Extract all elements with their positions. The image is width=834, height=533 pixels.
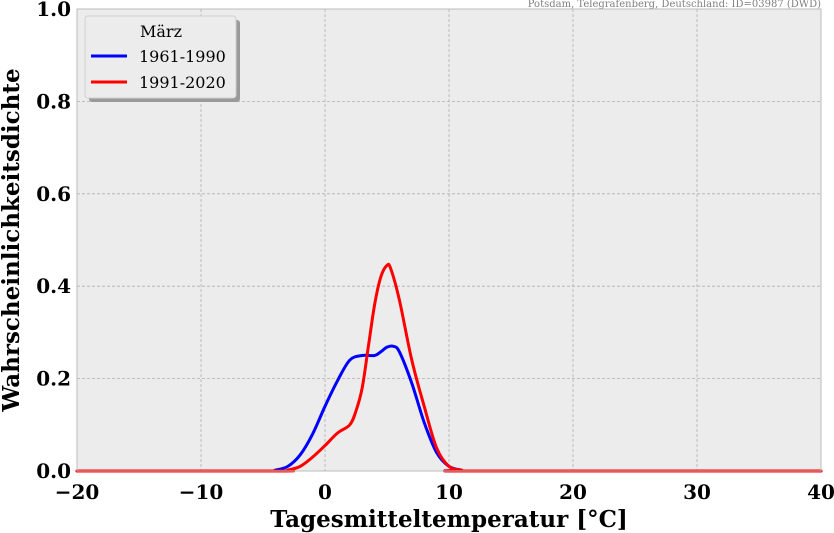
- y-tick-label: 0.6: [36, 182, 71, 206]
- legend-box: [84, 15, 237, 99]
- x-tick-label: 10: [435, 480, 463, 504]
- x-tick-label: 40: [807, 480, 834, 504]
- y-tick-label: 0.2: [36, 367, 71, 391]
- y-tick-label: 0.8: [36, 89, 71, 113]
- y-axis-label: Wahrscheinlichkeitsdichte: [0, 68, 25, 412]
- y-tick-label: 1.0: [36, 0, 71, 21]
- legend-entries: 1961-1990 1991-2020: [91, 47, 226, 92]
- x-tick-label: 30: [683, 480, 711, 504]
- y-tick-label: 0.0: [36, 459, 71, 483]
- series-layer: [75, 262, 823, 473]
- x-axis-ticks: −20 −10 0 10 20 30 40: [55, 480, 834, 504]
- y-tick-label: 0.4: [36, 274, 71, 298]
- plot-frame: [76, 8, 822, 472]
- legend-entry-label: 1961-1990: [139, 47, 226, 66]
- grid-lines: [77, 9, 821, 471]
- source-note: Potsdam, Telegrafenberg, Deutschland: ID…: [528, 0, 821, 10]
- x-tick-label: 20: [559, 480, 587, 504]
- x-tick-label: −20: [55, 480, 100, 504]
- x-tick-label: −10: [179, 480, 224, 504]
- legend: März 1961-1990 1991-2020: [84, 15, 240, 102]
- y-axis-ticks: 0.0 0.2 0.4 0.6 0.8 1.0: [36, 0, 71, 483]
- legend-entry-label: 1991-2020: [139, 73, 226, 92]
- series-line-1991-2020: [75, 262, 823, 473]
- x-tick-label: 0: [318, 480, 332, 504]
- legend-title: März: [140, 22, 182, 41]
- x-axis-label: Tagesmitteltemperatur [°C]: [270, 506, 628, 533]
